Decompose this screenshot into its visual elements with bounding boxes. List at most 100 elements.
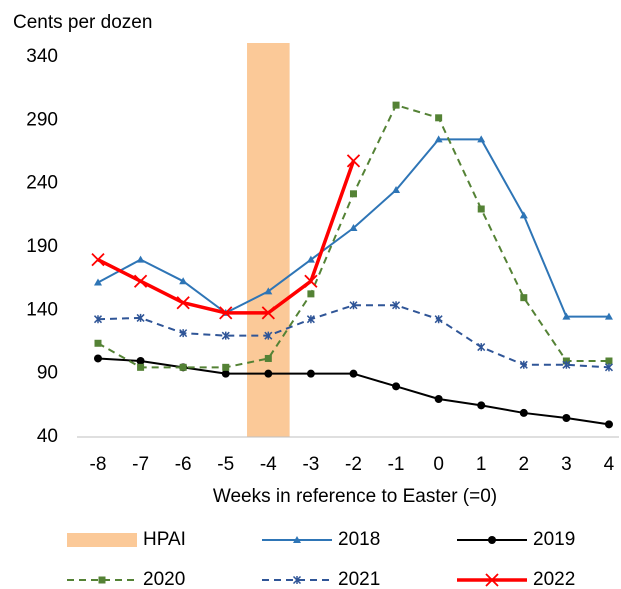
marker-shape xyxy=(98,576,106,584)
marker-shape xyxy=(434,135,443,143)
marker-shape xyxy=(562,312,571,320)
marker-shape xyxy=(136,255,145,263)
marker-shape xyxy=(137,363,145,371)
marker-shape xyxy=(94,339,102,347)
marker-shape xyxy=(93,315,103,324)
marker-shape xyxy=(349,301,358,310)
marker-shape xyxy=(91,253,105,267)
marker-shape xyxy=(179,363,187,371)
marker-shape xyxy=(519,211,528,219)
marker-shape xyxy=(435,114,443,122)
x-tick-label: -6 xyxy=(175,454,192,475)
legend-label: 2021 xyxy=(338,569,380,589)
marker-shape xyxy=(306,255,315,263)
data-point xyxy=(349,190,357,198)
x-tick-label: -8 xyxy=(90,454,107,475)
data-point xyxy=(136,255,145,263)
marker-shape xyxy=(221,331,230,340)
marker-shape xyxy=(604,312,613,320)
marker-shape xyxy=(306,315,315,324)
data-point xyxy=(221,369,230,378)
legend-label: 2019 xyxy=(533,529,575,550)
data-point xyxy=(94,354,102,363)
marker-shape xyxy=(292,575,302,585)
legend-swatch xyxy=(67,533,137,547)
data-point xyxy=(306,255,315,263)
data-point xyxy=(604,420,613,429)
data-point xyxy=(94,339,102,347)
x-axis-title: Weeks in reference to Easter (=0) xyxy=(213,486,497,507)
data-point xyxy=(176,296,190,310)
data-point xyxy=(392,186,401,193)
marker-shape xyxy=(264,331,273,340)
y-tick-label: 340 xyxy=(26,46,58,67)
marker-shape xyxy=(133,274,148,288)
data-point xyxy=(346,154,361,168)
marker-shape xyxy=(346,154,361,168)
x-tick-label: 3 xyxy=(561,454,572,475)
marker-shape xyxy=(261,306,275,320)
marker-shape xyxy=(485,573,499,587)
data-point xyxy=(519,211,528,219)
data-point xyxy=(562,312,571,320)
x-tick-label: -5 xyxy=(217,454,234,475)
data-point xyxy=(264,331,273,340)
marker-shape xyxy=(434,395,443,403)
series-line xyxy=(97,160,356,315)
data-point xyxy=(349,224,358,231)
data-point xyxy=(179,363,187,371)
marker-shape xyxy=(179,277,188,285)
marker-shape xyxy=(219,306,233,320)
y-tick-label: 90 xyxy=(37,363,58,384)
y-tick-label: 140 xyxy=(26,299,58,320)
marker-shape xyxy=(604,420,613,429)
marker-shape xyxy=(477,343,486,352)
marker-shape xyxy=(304,274,318,288)
data-point xyxy=(392,382,401,391)
data-point xyxy=(562,414,571,422)
marker-shape xyxy=(264,369,273,378)
data-point xyxy=(349,301,358,310)
data-point xyxy=(477,135,486,143)
legend-marker xyxy=(488,536,496,544)
marker-shape xyxy=(562,360,571,369)
y-axis-title: Cents per dozen xyxy=(13,12,152,33)
legend-marker xyxy=(485,573,499,587)
data-point xyxy=(477,401,486,410)
marker-shape xyxy=(221,369,230,378)
data-point xyxy=(605,357,613,365)
data-point xyxy=(219,306,233,320)
marker-shape xyxy=(392,301,401,310)
data-point xyxy=(133,274,148,288)
marker-shape xyxy=(477,205,485,213)
marker-shape xyxy=(562,414,571,422)
marker-shape xyxy=(179,329,188,338)
marker-shape xyxy=(264,354,272,362)
data-point xyxy=(392,101,400,109)
marker-shape xyxy=(222,363,230,371)
legend-marker xyxy=(293,536,301,543)
marker-shape xyxy=(392,186,401,193)
marker-shape xyxy=(176,296,190,310)
data-point xyxy=(136,357,145,365)
marker-shape xyxy=(520,294,528,302)
y-tick-label: 190 xyxy=(26,236,58,257)
legend-label: HPAI xyxy=(143,529,186,550)
data-point xyxy=(136,313,145,322)
data-point xyxy=(179,277,188,285)
data-point xyxy=(434,395,443,403)
data-point xyxy=(349,369,358,378)
data-point xyxy=(477,205,485,213)
y-tick-label: 240 xyxy=(26,173,58,194)
marker-shape xyxy=(307,290,315,298)
x-tick-label: 2 xyxy=(519,454,530,475)
marker-shape xyxy=(94,354,102,363)
x-tick-label: -7 xyxy=(132,454,149,475)
legend-label: 2022 xyxy=(533,569,575,589)
marker-shape xyxy=(605,357,613,365)
marker-shape xyxy=(349,224,358,231)
data-point xyxy=(137,363,145,371)
x-tick-label: 0 xyxy=(433,454,444,475)
marker-shape xyxy=(349,369,358,378)
legend-marker xyxy=(98,576,106,584)
